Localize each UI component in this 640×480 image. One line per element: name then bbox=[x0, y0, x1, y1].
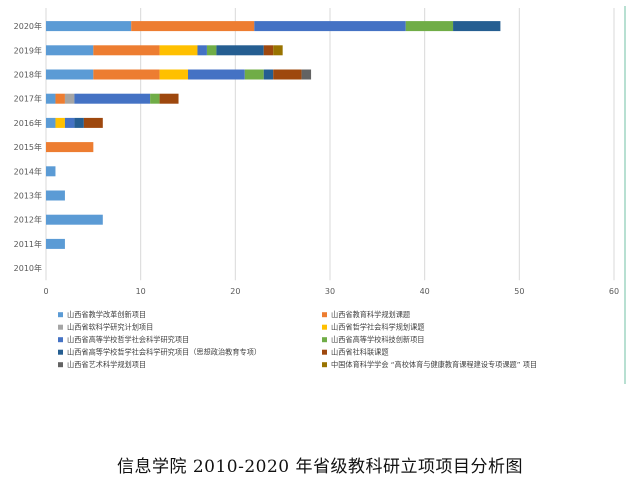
bar-segment bbox=[55, 93, 65, 104]
bar-segment bbox=[273, 45, 283, 56]
bar-segment bbox=[197, 45, 207, 56]
bar-segment bbox=[83, 117, 103, 128]
bar-segment bbox=[64, 117, 75, 128]
bar-segment bbox=[46, 142, 94, 153]
bar-segment bbox=[46, 45, 94, 56]
x-tick-label: 10 bbox=[136, 287, 146, 296]
y-tick-label: 2018年 bbox=[14, 70, 42, 80]
x-tick-label: 60 bbox=[609, 287, 619, 296]
legend-label: 中国体育科学学会 “高校体育与健康教育课程建设专项课题” 项目 bbox=[331, 360, 537, 369]
bar-segment bbox=[93, 69, 160, 80]
bar-segment bbox=[93, 45, 160, 56]
x-tick-label: 50 bbox=[514, 287, 524, 296]
bar-segment bbox=[150, 93, 160, 104]
y-tick-label: 2012年 bbox=[14, 215, 42, 225]
legend-label: 山西省哲学社会科学规划课题 bbox=[331, 323, 424, 332]
bar-segment bbox=[301, 69, 312, 80]
y-tick-label: 2011年 bbox=[14, 239, 42, 249]
bar-segment bbox=[453, 21, 501, 32]
bar-segment bbox=[188, 69, 245, 80]
legend-swatch bbox=[58, 312, 63, 318]
bar-segment bbox=[159, 93, 179, 104]
bar-segment bbox=[405, 21, 454, 32]
bar-segment bbox=[263, 69, 274, 80]
y-tick-label: 2010年 bbox=[14, 263, 42, 273]
legend-label: 山西省艺术科学规划项目 bbox=[67, 360, 146, 369]
legend-swatch bbox=[322, 362, 327, 368]
figure-caption: 信息学院 2010-2020 年省级教科研立项项目分析图 bbox=[116, 457, 524, 477]
x-tick-label: 20 bbox=[230, 287, 240, 296]
bar-segment bbox=[159, 69, 188, 80]
bar-segment bbox=[46, 117, 56, 128]
legend-label: 山西省教育科学规划课题 bbox=[331, 310, 410, 319]
bar-segment bbox=[46, 69, 94, 80]
x-tick-label: 40 bbox=[420, 287, 430, 296]
bar-segment bbox=[206, 45, 217, 56]
bar-segment bbox=[46, 166, 56, 177]
legend-swatch bbox=[58, 362, 63, 368]
stacked-bar-chart: 0 10 20 30 40 50 60 2020年 2019年 2018年 2017年 2016年 20… bbox=[14, 8, 619, 369]
bar-segment bbox=[131, 21, 255, 32]
bar-segment bbox=[159, 45, 198, 56]
x-tick-label: 0 bbox=[43, 287, 48, 296]
bar-segment bbox=[64, 93, 75, 104]
y-tick-label: 2014年 bbox=[14, 166, 42, 176]
bar-segment bbox=[55, 117, 65, 128]
bar-segment bbox=[216, 45, 264, 56]
bar-segment bbox=[46, 190, 65, 201]
legend-swatch bbox=[58, 337, 63, 343]
y-tick-label: 2020年 bbox=[14, 21, 42, 31]
bar-segment bbox=[46, 214, 103, 225]
y-tick-label: 2019年 bbox=[14, 45, 42, 55]
legend-swatch bbox=[322, 337, 327, 343]
bar-segment bbox=[46, 21, 132, 32]
legend-label: 山西省高等学校哲学社会科学研究项目（思想政治教育专项） bbox=[67, 348, 261, 357]
legend-label: 山西省社科联课题 bbox=[331, 348, 389, 357]
legend-label: 山西省软科学研究计划项目 bbox=[67, 323, 153, 332]
y-tick-label: 2013年 bbox=[14, 191, 42, 201]
bar-segment bbox=[244, 69, 264, 80]
legend-label: 山西省高等学校哲学社会科学研究项目 bbox=[67, 335, 189, 344]
legend-label: 山西省教学改革创新项目 bbox=[67, 310, 146, 319]
legend-swatch bbox=[58, 349, 63, 355]
legend-swatch bbox=[322, 312, 327, 318]
legend-swatch bbox=[322, 349, 327, 355]
y-tick-label: 2016年 bbox=[14, 118, 42, 128]
bar-segment bbox=[273, 69, 302, 80]
bar-segment bbox=[254, 21, 406, 32]
bar-segment bbox=[46, 238, 65, 249]
chart-border-line bbox=[624, 6, 626, 384]
legend-label: 山西省高等学校科技创新项目 bbox=[331, 335, 424, 344]
bar-segment bbox=[263, 45, 274, 56]
y-tick-label: 2017年 bbox=[14, 94, 42, 104]
bar-segment bbox=[74, 117, 84, 128]
bar-segment bbox=[74, 93, 151, 104]
bar-segment bbox=[46, 93, 56, 104]
legend-swatch bbox=[58, 324, 63, 330]
x-tick-label: 30 bbox=[325, 287, 335, 296]
chart-area: 0 10 20 30 40 50 60 2020年 2019年 2018年 2017年 2016年 20… bbox=[14, 8, 619, 369]
y-tick-label: 2015年 bbox=[14, 142, 42, 152]
legend-swatch bbox=[322, 324, 327, 330]
